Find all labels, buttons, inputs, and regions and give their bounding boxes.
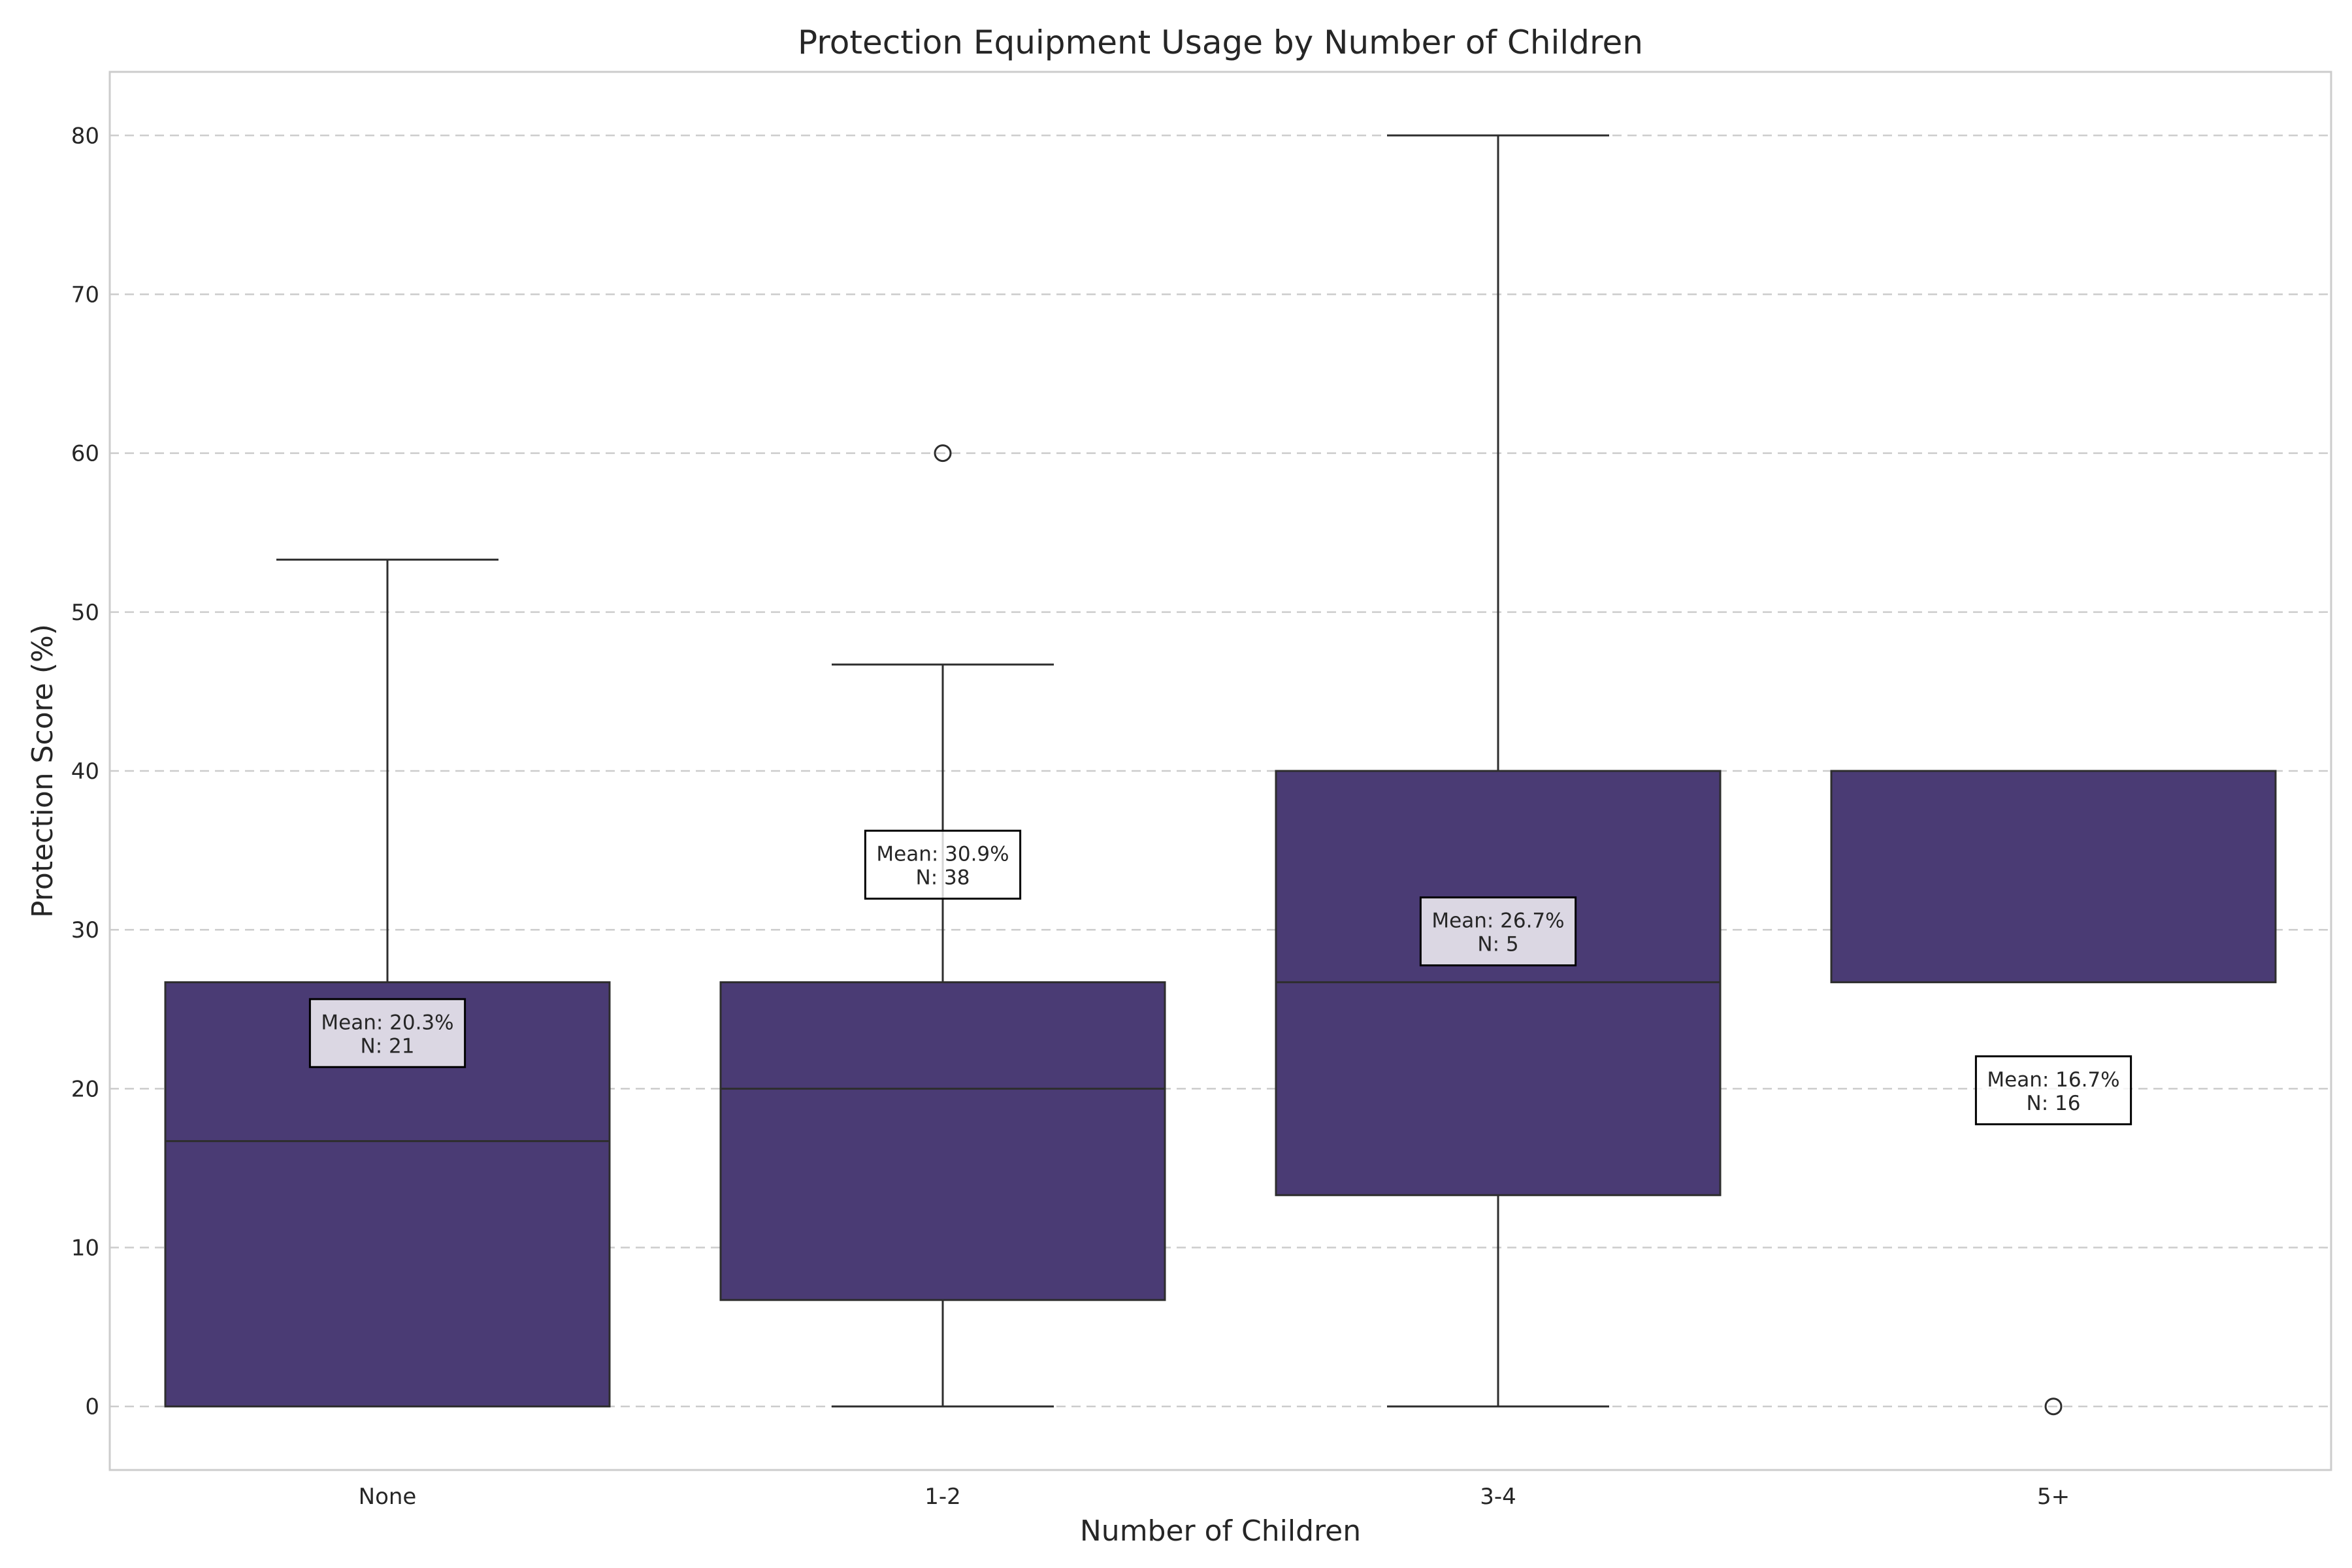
y-tick-label: 50 bbox=[71, 600, 99, 626]
chart-title: Protection Equipment Usage by Number of … bbox=[798, 24, 1643, 61]
annotation-box bbox=[1419, 896, 1577, 967]
outlier-point bbox=[2044, 1397, 2063, 1416]
annotation-count: N: 38 bbox=[916, 866, 970, 889]
y-tick-label: 40 bbox=[71, 759, 99, 785]
box-iqr bbox=[1830, 770, 2277, 983]
y-axis-label: Protection Score (%) bbox=[26, 624, 59, 918]
y-tick-label: 80 bbox=[71, 123, 99, 149]
annotation-count: N: 16 bbox=[2027, 1092, 2081, 1115]
y-tick-label: 10 bbox=[71, 1235, 99, 1262]
x-tick-label: 1-2 bbox=[924, 1484, 961, 1510]
annotation-mean: Mean: 30.9% bbox=[876, 842, 1009, 866]
annotation-box bbox=[308, 998, 466, 1068]
annotation-box bbox=[864, 829, 1022, 900]
plot-area-frame bbox=[108, 71, 2332, 1471]
x-tick-label: 5+ bbox=[2037, 1484, 2070, 1510]
stats-annotation: Mean: 16.7%N: 16 bbox=[1974, 1055, 2132, 1126]
stats-annotation: Mean: 26.7%N: 5 bbox=[1419, 896, 1577, 967]
annotation-count: N: 21 bbox=[361, 1034, 415, 1058]
stats-annotation: Mean: 20.3%N: 21 bbox=[308, 998, 466, 1068]
box-group bbox=[1275, 134, 1722, 1408]
annotations: Mean: 20.3%N: 21 Mean: 30.9%N: 38 Mean: 26… bbox=[308, 829, 2132, 1126]
y-tick-label: 70 bbox=[71, 282, 99, 308]
x-tick-label: None bbox=[359, 1484, 417, 1510]
y-tick-label: 30 bbox=[71, 917, 99, 943]
annotation-count: N: 5 bbox=[1477, 933, 1518, 956]
y-tick-label: 20 bbox=[71, 1076, 99, 1102]
outlier-point bbox=[934, 444, 952, 463]
tick-labels: 0 10 20 30 40 50 60 70 80 None 1-2 3-4 5+ bbox=[71, 123, 2070, 1510]
box-group bbox=[1830, 770, 2277, 1416]
annotation-mean: Mean: 26.7% bbox=[1431, 909, 1564, 933]
annotation-mean: Mean: 20.3% bbox=[321, 1011, 453, 1034]
x-axis-label: Number of Children bbox=[1080, 1514, 1361, 1548]
y-tick-label: 60 bbox=[71, 441, 99, 467]
boxes bbox=[164, 134, 2277, 1416]
stats-annotation: Mean: 30.9%N: 38 bbox=[864, 829, 1022, 900]
x-tick-label: 3-4 bbox=[1480, 1484, 1516, 1510]
box-iqr bbox=[719, 981, 1166, 1301]
box-group bbox=[719, 444, 1166, 1408]
y-tick-label: 0 bbox=[85, 1394, 99, 1420]
annotation-box bbox=[1974, 1055, 2132, 1126]
annotation-mean: Mean: 16.7% bbox=[1987, 1068, 2119, 1092]
